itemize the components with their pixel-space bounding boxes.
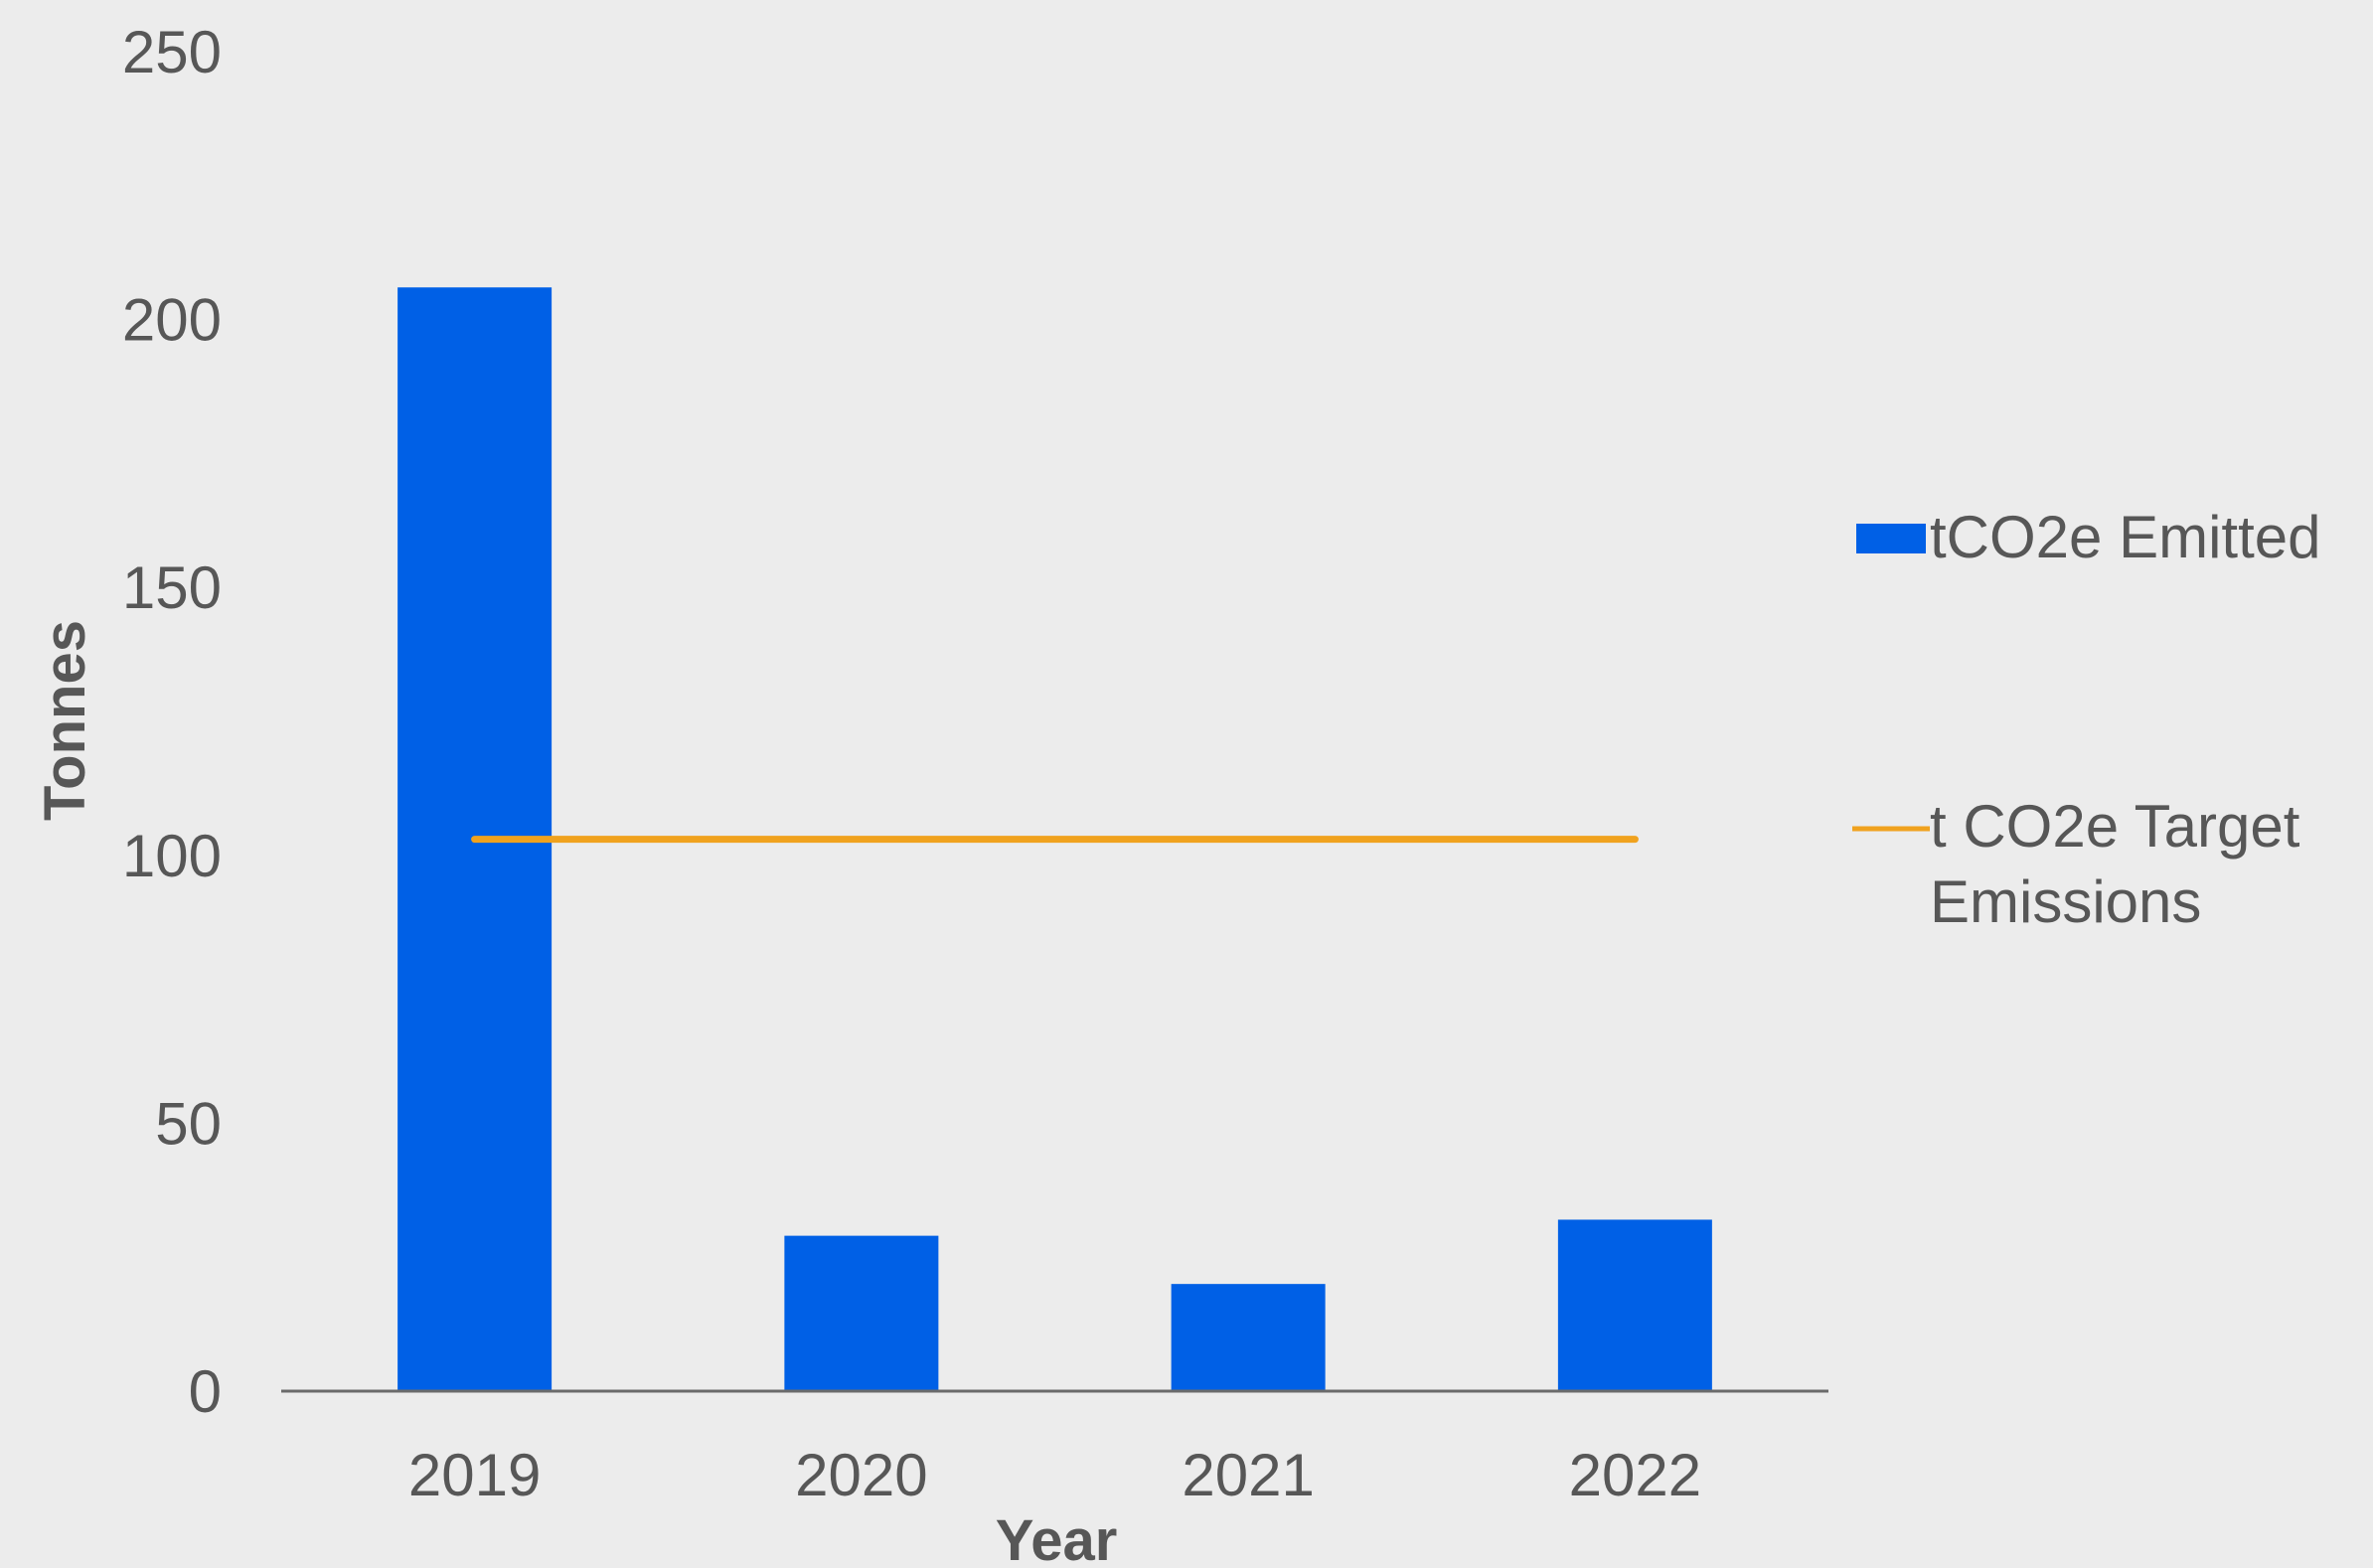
y-tick-label: 150 [122,554,222,621]
legend: tCO2e Emitted t CO2e Target Emissions [1852,504,2321,935]
y-tick-label: 200 [122,287,222,354]
bar [1171,1284,1326,1391]
y-tick-label: 250 [122,19,222,85]
x-axis-ticks: 2019 2020 2021 2022 [408,1442,1701,1508]
x-tick-label: 2020 [795,1442,927,1508]
x-tick-label: 2022 [1569,1442,1701,1508]
legend-label-target: t CO2e Target Emissions [1930,793,2316,935]
y-tick-label: 100 [122,823,222,889]
x-tick-label: 2021 [1182,1442,1314,1508]
y-axis-title: Tonnes [33,620,97,821]
bar [784,1235,939,1391]
x-axis-title: Year [996,1508,1118,1568]
legend-label-target-line-2: Emissions [1930,868,2201,935]
x-tick-label: 2019 [408,1442,541,1508]
legend-label-emitted: tCO2e Emitted [1930,504,2321,570]
legend-label-target-line-1: t CO2e Target [1930,793,2300,860]
legend-swatch-emitted [1856,524,1926,553]
y-axis-ticks: 0 50 100 150 200 250 [122,19,222,1425]
bar [1557,1219,1712,1391]
y-tick-label: 0 [189,1358,222,1425]
y-tick-label: 50 [155,1090,222,1157]
